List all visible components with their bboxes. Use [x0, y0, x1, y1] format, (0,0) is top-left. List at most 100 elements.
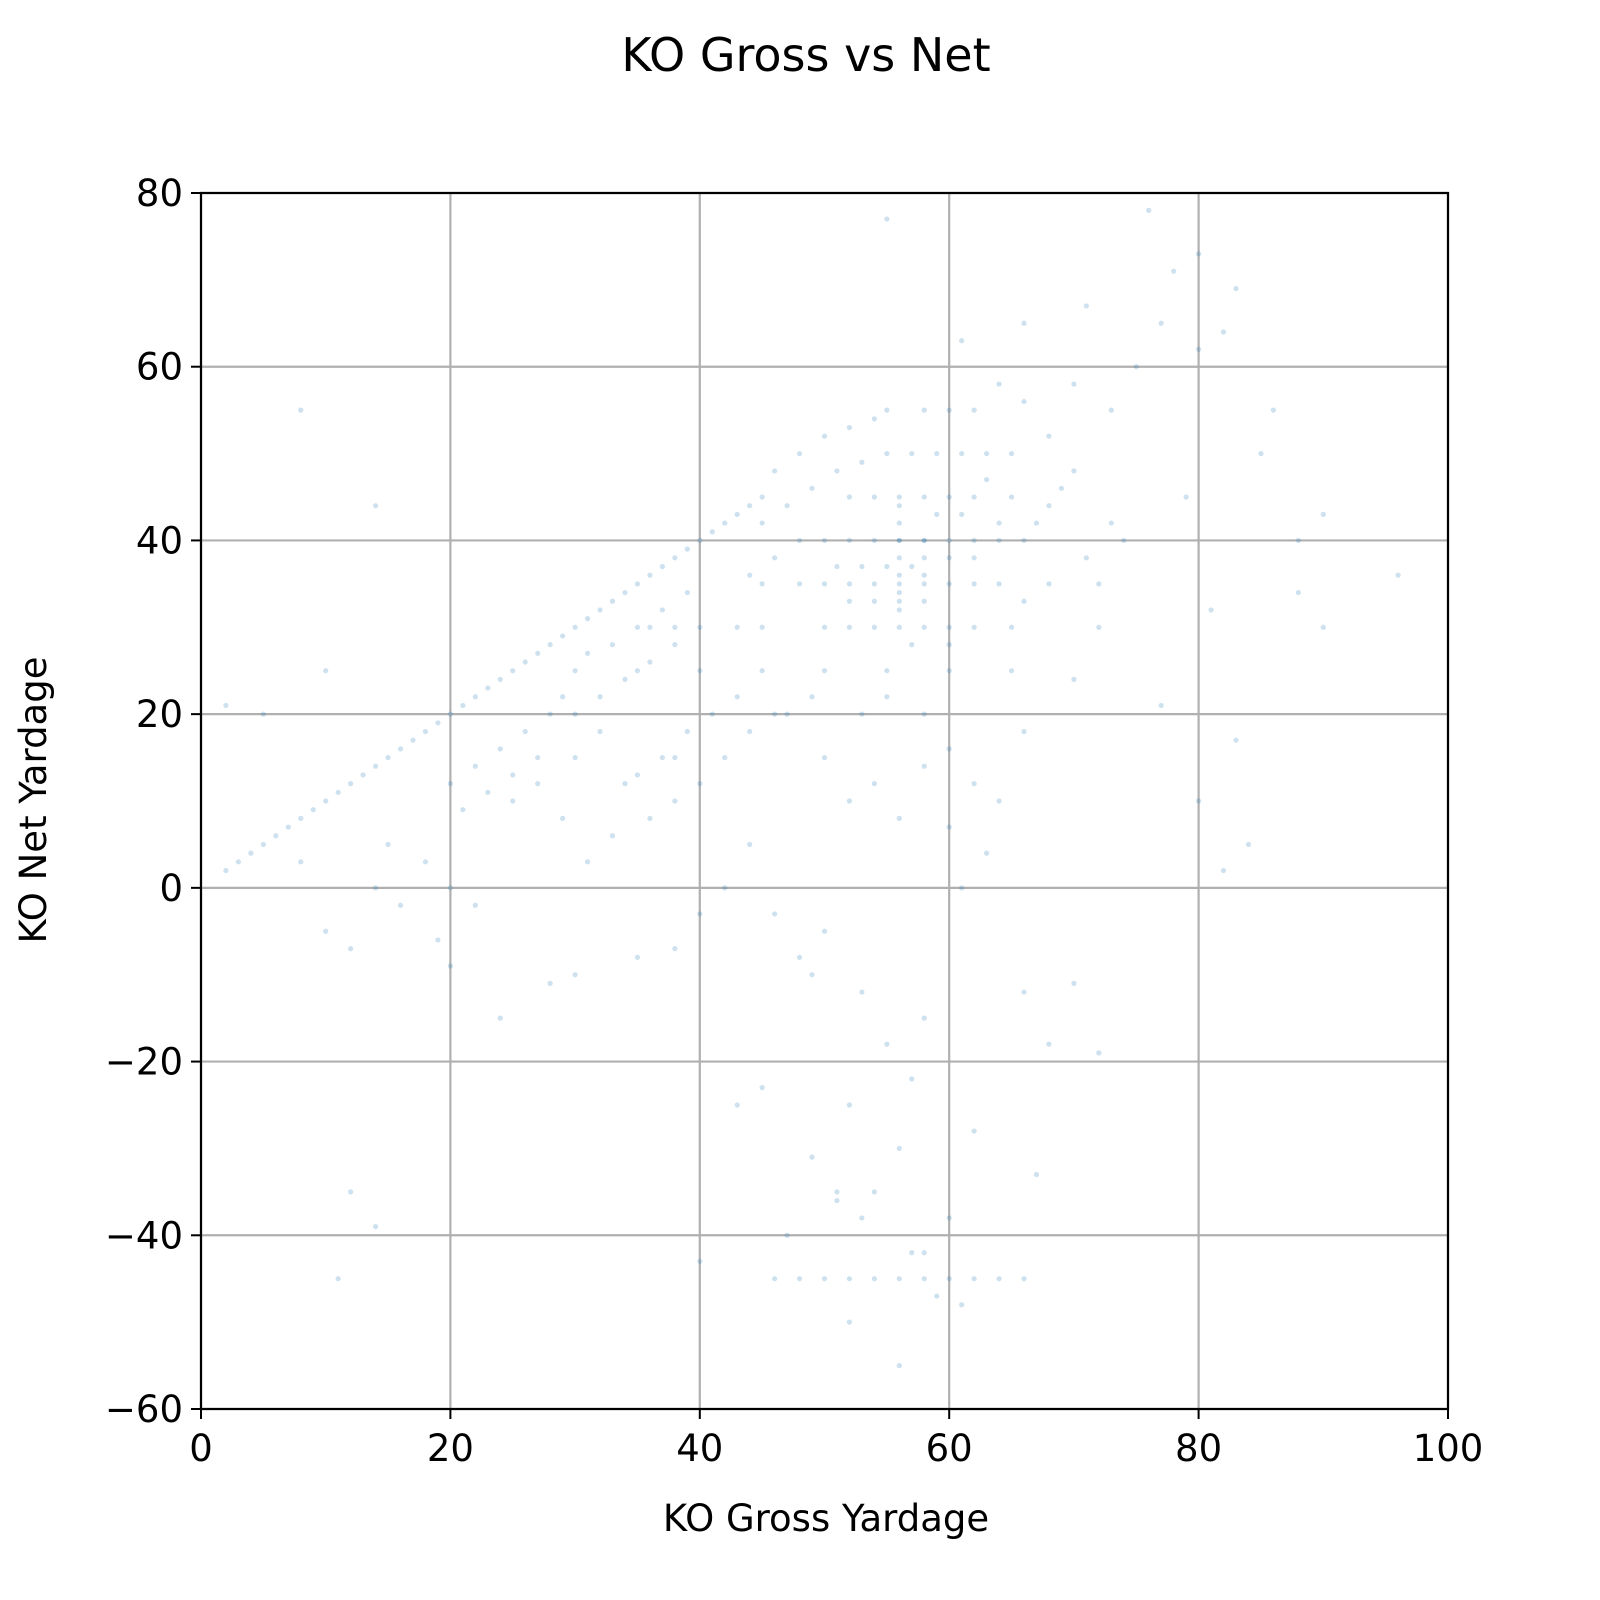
scatter-point — [584, 650, 591, 656]
scatter-point — [1071, 468, 1077, 474]
scatter-point — [971, 624, 977, 630]
scatter-point — [946, 581, 952, 587]
scatter-point — [896, 1276, 902, 1282]
scatter-point — [472, 694, 478, 700]
scatter-point — [921, 598, 927, 604]
scatter-point — [921, 581, 927, 587]
scatter-point — [422, 728, 429, 735]
scatter-point — [1233, 285, 1239, 292]
scatter-point — [397, 746, 404, 752]
scatter-point — [996, 798, 1002, 804]
scatter-point — [348, 781, 354, 787]
scatter-point — [1295, 589, 1301, 596]
scatter-point — [497, 1015, 503, 1021]
ticks-layer: 0 20 40 60 80 100 −60 −40 −20 0 20 40 60 80 — [105, 172, 1483, 1470]
scatter-point — [560, 815, 566, 821]
scatter-point — [572, 668, 578, 674]
scatter-point — [809, 972, 815, 978]
y-tick-label: 60 — [136, 346, 183, 389]
scatter-point — [896, 520, 902, 526]
scatter-point — [1033, 1171, 1040, 1178]
scatter-point — [659, 563, 665, 570]
scatter-point — [859, 989, 865, 995]
scatter-point — [684, 546, 690, 552]
scatter-point — [1146, 207, 1152, 213]
scatter-point — [821, 624, 828, 630]
scatter-point — [672, 946, 678, 952]
scatter-point — [497, 746, 503, 752]
scatter-point — [946, 746, 952, 752]
scatter-point — [634, 624, 641, 630]
scatter-point — [959, 338, 965, 344]
x-tick-label: 80 — [1175, 1427, 1222, 1470]
scatter-point — [747, 572, 753, 578]
scatter-point — [809, 1154, 815, 1160]
scatter-point — [784, 711, 790, 717]
scatter-point — [896, 607, 902, 613]
scatter-point — [447, 711, 453, 717]
scatter-point — [921, 711, 927, 717]
scatter-point — [547, 642, 553, 648]
scatter-point — [971, 494, 977, 500]
scatter-point — [834, 468, 840, 474]
scatter-point — [934, 511, 940, 517]
scatter-point — [335, 1276, 341, 1282]
scatter-point — [697, 1258, 703, 1264]
scatter-point — [1183, 494, 1189, 500]
scatter-point — [846, 1276, 853, 1282]
scatter-point — [372, 885, 379, 891]
scatter-point — [1096, 1050, 1102, 1056]
scatter-point — [1071, 381, 1077, 387]
scatter-point — [971, 1276, 977, 1282]
scatter-point — [1021, 989, 1027, 995]
scatter-point — [896, 503, 902, 509]
scatter-point — [672, 642, 678, 648]
scatter-point — [447, 963, 453, 969]
y-tick-label: 0 — [159, 867, 183, 910]
scatter-point — [372, 763, 379, 769]
scatter-point — [921, 1015, 927, 1021]
scatter-point — [285, 824, 291, 830]
scatter-point — [634, 581, 641, 587]
scatter-point — [298, 407, 304, 413]
scatter-point — [896, 494, 902, 500]
scatter-point — [996, 520, 1002, 526]
scatter-point — [1158, 702, 1164, 709]
scatter-point — [360, 772, 366, 778]
scatter-point — [435, 937, 441, 943]
scatter-point — [348, 1189, 354, 1195]
scatter-point — [485, 789, 491, 795]
scatter-point — [1021, 598, 1027, 604]
scatter-point — [535, 650, 541, 656]
scatter-point — [809, 694, 815, 700]
scatter-point — [846, 624, 853, 630]
points-layer — [223, 207, 1401, 1369]
chart-title: KO Gross vs Net — [621, 28, 990, 82]
scatter-point — [834, 1189, 840, 1195]
scatter-point — [821, 537, 828, 544]
scatter-point — [734, 1102, 740, 1108]
scatter-point — [510, 772, 516, 778]
scatter-point — [759, 668, 765, 674]
scatter-point — [560, 633, 566, 639]
scatter-point — [597, 694, 603, 700]
scatter-point — [572, 711, 578, 717]
scatter-point — [323, 798, 329, 804]
scatter-point — [946, 555, 952, 561]
scatter-point — [1046, 503, 1052, 509]
scatter-point — [422, 859, 429, 865]
scatter-point — [809, 485, 815, 491]
scatter-point — [896, 1145, 902, 1152]
scatter-point — [884, 1041, 890, 1047]
scatter-point — [622, 589, 628, 596]
scatter-point — [1196, 346, 1202, 352]
scatter-point — [1096, 581, 1102, 587]
scatter-point — [946, 824, 952, 830]
scatter-point — [921, 1276, 927, 1282]
scatter-point — [946, 537, 952, 544]
scatter-point — [821, 928, 828, 934]
scatter-point — [510, 798, 516, 804]
scatter-point — [1121, 537, 1127, 544]
scatter-point — [946, 668, 952, 674]
scatter-point — [1295, 537, 1301, 544]
